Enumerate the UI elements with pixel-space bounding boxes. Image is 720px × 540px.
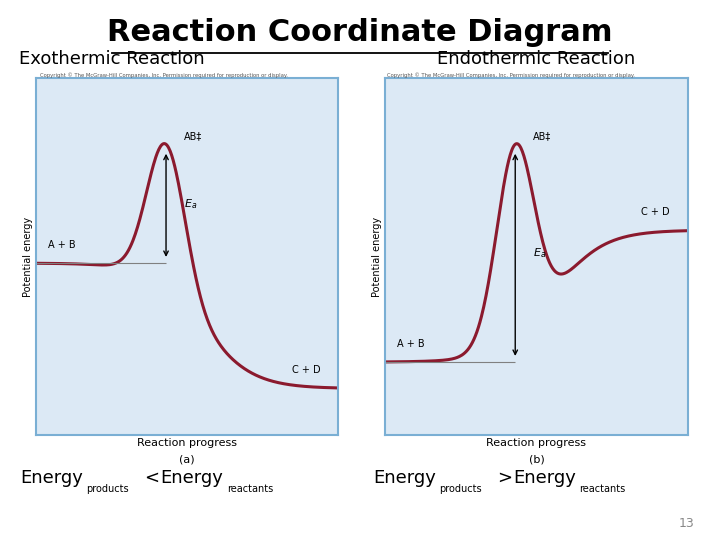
- Text: Exothermic Reaction: Exothermic Reaction: [19, 50, 204, 68]
- Text: AB‡: AB‡: [184, 131, 202, 141]
- Text: products: products: [86, 484, 129, 494]
- Text: products: products: [439, 484, 482, 494]
- Text: 13: 13: [679, 517, 695, 530]
- Text: A + B: A + B: [48, 240, 76, 250]
- Text: C + D: C + D: [641, 207, 670, 217]
- Text: Energy: Energy: [513, 469, 576, 487]
- Text: Energy: Energy: [161, 469, 223, 487]
- Text: Reaction progress: Reaction progress: [138, 438, 237, 449]
- Text: Copyright © The McGraw-Hill Companies, Inc. Permission required for reproduction: Copyright © The McGraw-Hill Companies, I…: [40, 72, 287, 78]
- Text: $E_a$: $E_a$: [184, 197, 197, 211]
- Text: Reaction Coordinate Diagram: Reaction Coordinate Diagram: [107, 18, 613, 47]
- Text: A + B: A + B: [397, 339, 425, 349]
- Text: Endothermic Reaction: Endothermic Reaction: [437, 50, 636, 68]
- Text: $E_a$: $E_a$: [534, 246, 546, 260]
- Y-axis label: Potential energy: Potential energy: [372, 217, 382, 296]
- Text: AB‡: AB‡: [534, 131, 552, 141]
- Text: (a): (a): [179, 455, 195, 465]
- Text: Copyright © The McGraw-Hill Companies, Inc. Permission required for reproduction: Copyright © The McGraw-Hill Companies, I…: [387, 72, 635, 78]
- Text: reactants: reactants: [580, 484, 626, 494]
- Text: (b): (b): [528, 455, 544, 465]
- Text: <: <: [144, 469, 159, 487]
- Text: C + D: C + D: [292, 365, 320, 375]
- Text: reactants: reactants: [227, 484, 273, 494]
- Text: Reaction progress: Reaction progress: [487, 438, 586, 449]
- Text: >: >: [497, 469, 512, 487]
- Text: Energy: Energy: [373, 469, 436, 487]
- Y-axis label: Potential energy: Potential energy: [23, 217, 33, 296]
- Text: Energy: Energy: [20, 469, 83, 487]
